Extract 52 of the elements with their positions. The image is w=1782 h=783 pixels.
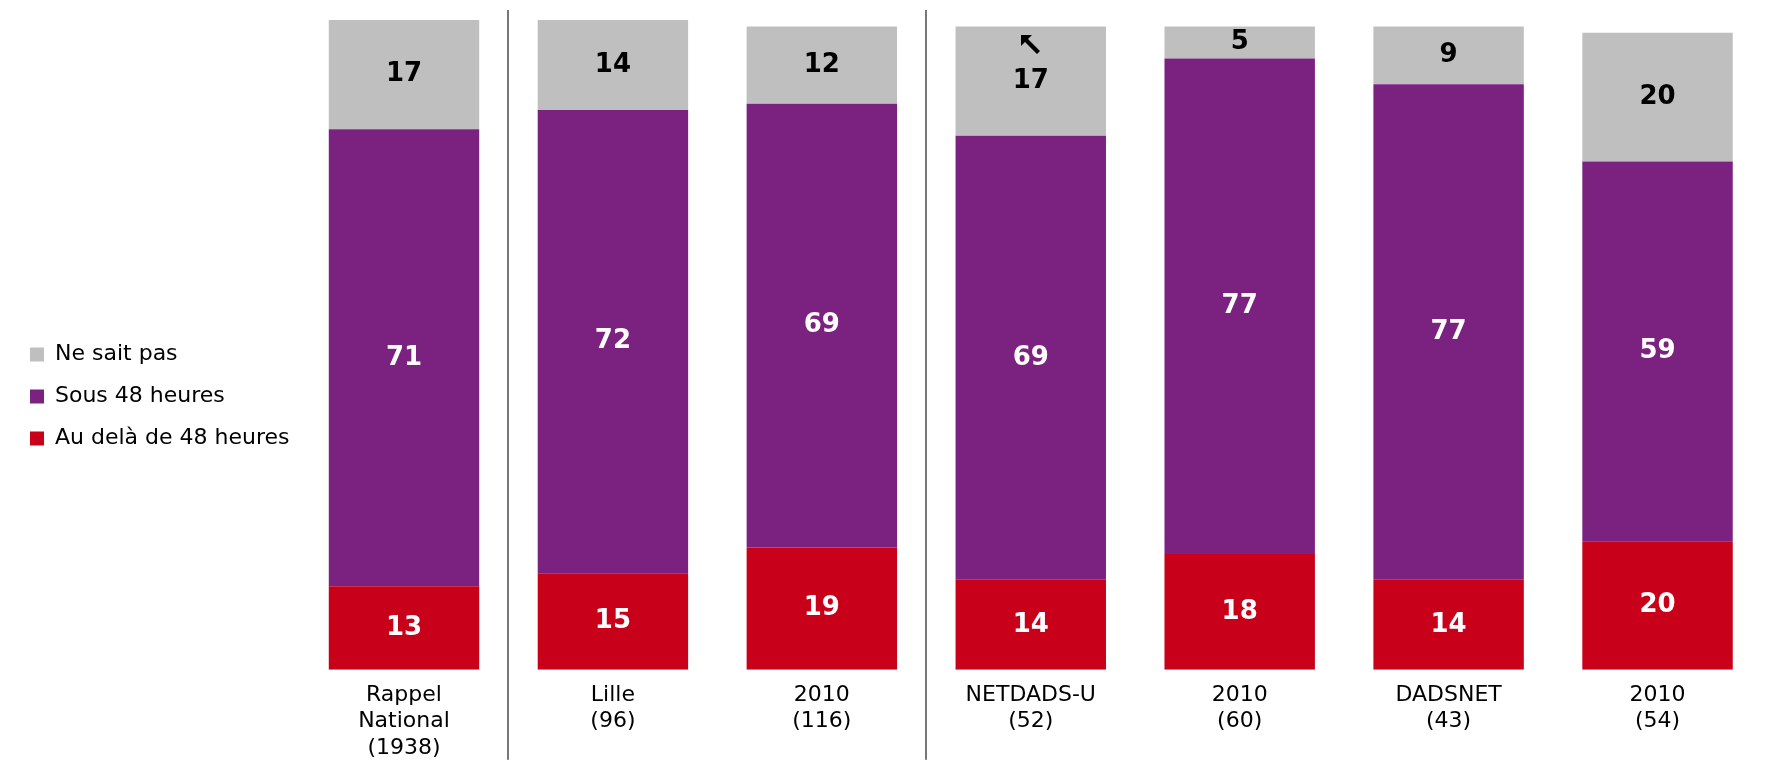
- data-label: 5: [1230, 25, 1249, 56]
- bar: [328, 129, 480, 587]
- data-label: 17: [1012, 63, 1049, 94]
- data-label: 69: [1012, 340, 1049, 371]
- data-label: 18: [1221, 594, 1258, 625]
- x-tick-label: 2010 (54): [1629, 680, 1686, 733]
- data-label: 14: [1430, 607, 1467, 638]
- data-label: 12: [803, 47, 840, 78]
- bar: [1164, 553, 1315, 670]
- bar: [1582, 161, 1733, 542]
- bar: [1164, 26, 1315, 59]
- bar: [955, 26, 1106, 136]
- bar: [537, 110, 689, 574]
- bar: [746, 547, 898, 670]
- data-label: 77: [1430, 314, 1467, 345]
- x-tick-label: NETDADS-U (52): [965, 680, 1096, 733]
- x-tick-label: Lille (96): [590, 680, 636, 733]
- bar: [746, 103, 898, 548]
- data-label: 14: [594, 47, 632, 78]
- x-tick-label: DADSNET (43): [1395, 680, 1503, 733]
- data-label: 9: [1439, 38, 1458, 69]
- bar: [1373, 26, 1524, 85]
- x-tick-label: 2010 (60): [1211, 680, 1268, 733]
- legend-label: Sous 48 heures: [55, 382, 225, 408]
- bar: [1164, 58, 1315, 554]
- data-label: 59: [1639, 334, 1676, 365]
- x-tick-label: Rappel National (1938): [358, 680, 450, 759]
- data-label: 17: [385, 57, 423, 88]
- bar: [1582, 541, 1733, 670]
- data-label: 19: [803, 591, 840, 622]
- bar: [328, 586, 480, 670]
- bar: [328, 20, 480, 130]
- bar: [1582, 32, 1733, 162]
- legend-label: Au delà de 48 heures: [55, 424, 290, 450]
- bar: [746, 26, 898, 104]
- data-label: 71: [385, 340, 423, 371]
- data-label: 20: [1639, 79, 1676, 110]
- bar: [537, 20, 689, 111]
- data-label: 13: [385, 610, 423, 641]
- data-label: 77: [1221, 289, 1258, 320]
- data-label: 72: [594, 324, 632, 355]
- bar: [1373, 579, 1524, 670]
- bar: [1373, 84, 1524, 580]
- data-label: 14: [1012, 607, 1049, 638]
- bar: [537, 573, 689, 670]
- data-label: 15: [594, 604, 632, 635]
- bar: [955, 579, 1106, 670]
- data-label: 69: [803, 308, 840, 339]
- legend-label: Ne sait pas: [55, 340, 178, 366]
- x-tick-label: 2010 (116): [792, 680, 852, 733]
- data-label: 20: [1639, 588, 1676, 619]
- bar: [955, 135, 1106, 580]
